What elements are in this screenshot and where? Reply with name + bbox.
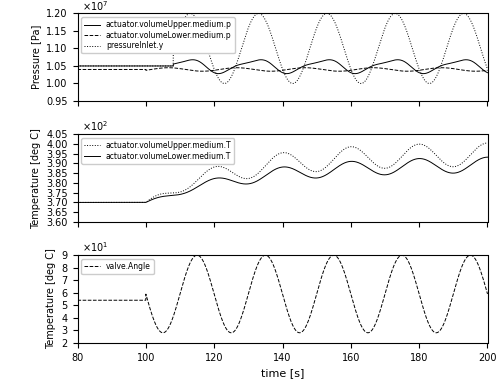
valve.Angle — [484, 292, 490, 296]
actuator.volumeLower.medium.p — [472, 69, 478, 74]
actuator.volumeUpper.medium.T — [250, 175, 256, 179]
actuator.volumeUpper.medium.p — [284, 71, 290, 76]
pressureInlet.y — [270, 36, 276, 41]
actuator.volumeLower.medium.p — [247, 67, 253, 71]
actuator.volumeLower.medium.T — [372, 170, 378, 175]
actuator.volumeLower.medium.p — [268, 69, 274, 74]
pressureInlet.y — [250, 15, 256, 20]
Y-axis label: Temperature [deg C]: Temperature [deg C] — [46, 249, 56, 349]
valve.Angle — [270, 261, 276, 265]
pressureInlet.y — [472, 29, 478, 34]
valve.Angle — [452, 287, 458, 291]
valve.Angle — [250, 275, 256, 280]
Line: actuator.volumeLower.medium.p: actuator.volumeLower.medium.p — [78, 68, 488, 71]
Line: valve.Angle: valve.Angle — [78, 255, 488, 333]
actuator.volumeUpper.medium.p — [258, 57, 264, 62]
Line: actuator.volumeUpper.medium.T: actuator.volumeUpper.medium.T — [78, 143, 488, 203]
actuator.volumeUpper.medium.p — [484, 70, 490, 75]
pressureInlet.y — [256, 11, 262, 16]
actuator.volumeLower.medium.T — [74, 200, 80, 205]
actuator.volumeUpper.medium.T — [246, 176, 252, 180]
valve.Angle — [160, 331, 166, 335]
pressureInlet.y — [222, 81, 228, 86]
X-axis label: time [s]: time [s] — [261, 368, 304, 378]
valve.Angle — [262, 253, 268, 257]
Line: pressureInlet.y: pressureInlet.y — [78, 13, 488, 83]
actuator.volumeUpper.medium.p — [452, 60, 458, 64]
Text: $\times10^{1}$: $\times10^{1}$ — [82, 241, 108, 254]
actuator.volumeLower.medium.T — [246, 182, 252, 186]
valve.Angle — [247, 286, 253, 291]
Line: actuator.volumeUpper.medium.p: actuator.volumeUpper.medium.p — [78, 60, 488, 74]
Legend: actuator.volumeUpper.medium.p, actuator.volumeLower.medium.p, pressureInlet.y: actuator.volumeUpper.medium.p, actuator.… — [82, 17, 234, 53]
actuator.volumeUpper.medium.T — [452, 164, 458, 169]
actuator.volumeUpper.medium.T — [372, 162, 378, 167]
actuator.volumeLower.medium.p — [250, 67, 256, 72]
pressureInlet.y — [372, 54, 378, 59]
actuator.volumeLower.medium.p — [484, 68, 490, 73]
actuator.volumeUpper.medium.p — [372, 62, 378, 67]
valve.Angle — [372, 321, 378, 326]
valve.Angle — [472, 257, 478, 261]
actuator.volumeUpper.medium.p — [246, 60, 252, 64]
Y-axis label: Temperature [deg C]: Temperature [deg C] — [30, 128, 40, 229]
actuator.volumeUpper.medium.p — [472, 61, 478, 65]
actuator.volumeUpper.medium.T — [270, 156, 276, 161]
actuator.volumeUpper.medium.T — [74, 200, 80, 205]
Legend: valve.Angle: valve.Angle — [82, 259, 154, 274]
pressureInlet.y — [247, 22, 253, 26]
actuator.volumeLower.medium.T — [270, 169, 276, 173]
actuator.volumeLower.medium.p — [372, 65, 378, 70]
actuator.volumeLower.medium.T — [452, 171, 458, 175]
actuator.volumeLower.medium.T — [472, 160, 478, 164]
Text: $\times10^{7}$: $\times10^{7}$ — [82, 0, 108, 13]
valve.Angle — [74, 298, 80, 303]
pressureInlet.y — [452, 22, 458, 27]
pressureInlet.y — [484, 67, 490, 71]
actuator.volumeLower.medium.T — [250, 180, 256, 185]
actuator.volumeLower.medium.p — [270, 69, 276, 74]
Legend: actuator.volumeUpper.medium.T, actuator.volumeLower.medium.T: actuator.volumeUpper.medium.T, actuator.… — [82, 138, 234, 164]
actuator.volumeUpper.medium.T — [472, 148, 478, 152]
actuator.volumeUpper.medium.p — [270, 63, 276, 67]
actuator.volumeLower.medium.T — [484, 155, 490, 159]
Text: $\times10^{2}$: $\times10^{2}$ — [82, 119, 108, 133]
pressureInlet.y — [74, 64, 80, 68]
Y-axis label: Pressure [Pa]: Pressure [Pa] — [30, 25, 40, 89]
actuator.volumeLower.medium.p — [74, 67, 80, 72]
actuator.volumeLower.medium.p — [166, 65, 172, 70]
actuator.volumeUpper.medium.p — [74, 64, 80, 68]
actuator.volumeLower.medium.p — [452, 67, 458, 71]
actuator.volumeUpper.medium.T — [484, 141, 490, 145]
Line: actuator.volumeLower.medium.T: actuator.volumeLower.medium.T — [78, 157, 488, 203]
actuator.volumeUpper.medium.p — [250, 59, 256, 64]
